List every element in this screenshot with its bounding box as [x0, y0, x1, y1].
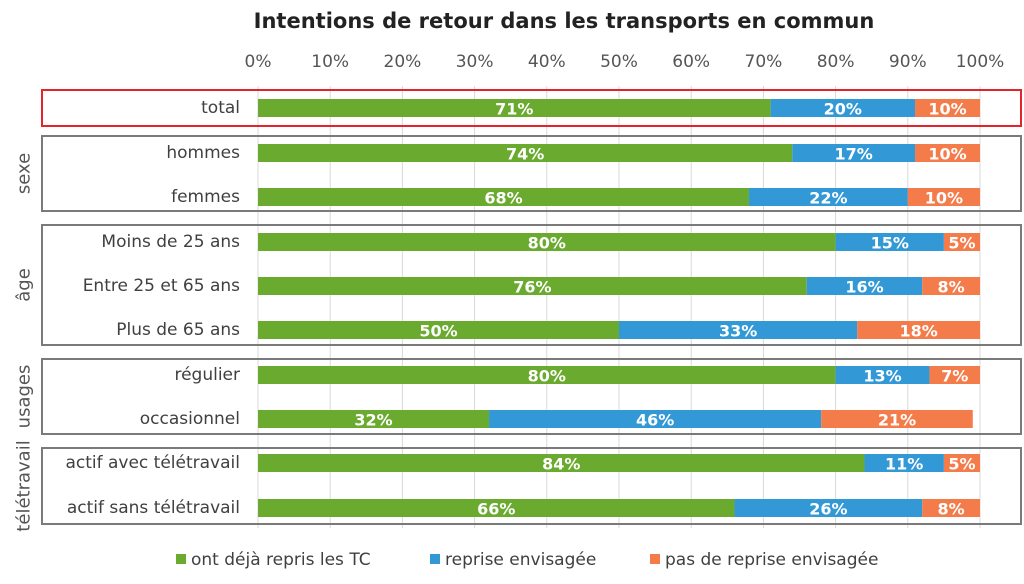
bar-segment: [864, 454, 944, 472]
data-label: 84%: [542, 455, 580, 474]
x-tick-label: 10%: [311, 52, 349, 72]
bar-segment: [258, 366, 836, 384]
category-label: Entre 25 et 65 ans: [83, 276, 240, 296]
legend-swatch: [650, 554, 660, 564]
category-label: Plus de 65 ans: [116, 320, 240, 340]
highlight-frame: [41, 89, 1022, 127]
data-label: 32%: [354, 411, 392, 430]
legend-label: ont déjà repris les TC: [191, 550, 371, 570]
bar-segment: [915, 99, 980, 117]
data-label: 76%: [513, 278, 551, 297]
legend-label: pas de reprise envisagée: [665, 550, 878, 570]
bar-segment: [943, 233, 980, 251]
group-frame: [41, 135, 1022, 212]
legend-label: reprise envisagée: [445, 550, 596, 570]
bar-segment: [258, 188, 749, 206]
data-label: 8%: [938, 500, 965, 519]
data-label: 33%: [719, 322, 757, 341]
bar-segment: [821, 410, 973, 428]
x-tick-label: 70%: [745, 52, 783, 72]
bar-segment: [922, 277, 980, 295]
bar-segment: [258, 277, 807, 295]
chart-title: Intentions de retour dans les transports…: [254, 9, 875, 33]
category-label: total: [201, 98, 240, 118]
category-label: actif avec télétravail: [65, 453, 240, 473]
x-tick-label: 100%: [956, 52, 1005, 72]
bar-segment: [258, 499, 735, 517]
bar-segment: [258, 410, 490, 428]
data-label: 71%: [495, 100, 533, 119]
x-tick-label: 50%: [600, 52, 638, 72]
data-label: 74%: [506, 145, 544, 164]
data-label: 22%: [809, 189, 847, 208]
x-tick-label: 30%: [456, 52, 494, 72]
category-label: hommes: [166, 143, 240, 163]
group-label: usages: [14, 365, 35, 429]
data-label: 16%: [845, 278, 883, 297]
category-label: actif sans télétravail: [67, 498, 240, 518]
data-label: 8%: [938, 278, 965, 297]
group-frame: [41, 447, 1022, 525]
bar-segment: [835, 366, 930, 384]
group-frame: [41, 224, 1022, 346]
x-tick-label: 60%: [672, 52, 710, 72]
data-label: 46%: [636, 411, 674, 430]
bar-segment: [734, 499, 923, 517]
group-label: sexe: [14, 153, 35, 194]
bar-segment: [258, 233, 836, 251]
bar-segment: [857, 321, 980, 339]
data-label: 10%: [928, 145, 966, 164]
bar-segment: [792, 144, 916, 162]
bar-segment: [748, 188, 908, 206]
data-label: 5%: [948, 234, 975, 253]
bar-segment: [907, 188, 980, 206]
category-label: occasionnel: [140, 409, 240, 429]
bar-segment: [922, 499, 980, 517]
bar-segment: [258, 99, 771, 117]
bar-segment: [619, 321, 858, 339]
x-tick-label: 20%: [384, 52, 422, 72]
data-label: 13%: [863, 367, 901, 386]
x-tick-label: 80%: [817, 52, 855, 72]
x-tick-label: 90%: [889, 52, 927, 72]
bar-segment: [835, 233, 944, 251]
data-label: 10%: [925, 189, 963, 208]
data-label: 80%: [528, 234, 566, 253]
bar-segment: [915, 144, 980, 162]
bar-segment: [770, 99, 916, 117]
legend-swatch: [176, 554, 186, 564]
group-label: télétravail: [14, 440, 35, 531]
data-label: 66%: [477, 500, 515, 519]
data-label: 11%: [885, 455, 923, 474]
x-tick-label: 40%: [528, 52, 566, 72]
data-label: 17%: [835, 145, 873, 164]
data-label: 15%: [871, 234, 909, 253]
data-label: 26%: [809, 500, 847, 519]
data-label: 5%: [948, 455, 975, 474]
x-tick-label: 0%: [245, 52, 272, 72]
data-label: 7%: [941, 367, 968, 386]
legend-swatch: [430, 554, 440, 564]
bar-segment: [258, 454, 865, 472]
bar-segment: [489, 410, 822, 428]
category-label: régulier: [174, 365, 240, 385]
bar-segment: [929, 366, 980, 384]
group-frame: [41, 358, 1022, 435]
bar-segment: [258, 144, 793, 162]
data-label: 80%: [528, 367, 566, 386]
data-label: 21%: [878, 411, 916, 430]
data-label: 68%: [484, 189, 522, 208]
bar-segment: [943, 454, 980, 472]
bar-segment: [806, 277, 923, 295]
data-label: 10%: [928, 100, 966, 119]
group-label: âge: [14, 268, 35, 302]
data-label: 20%: [824, 100, 862, 119]
bar-segment: [258, 321, 619, 339]
category-label: femmes: [171, 187, 240, 207]
category-label: Moins de 25 ans: [101, 232, 240, 252]
data-label: 18%: [899, 322, 937, 341]
data-label: 50%: [419, 322, 457, 341]
